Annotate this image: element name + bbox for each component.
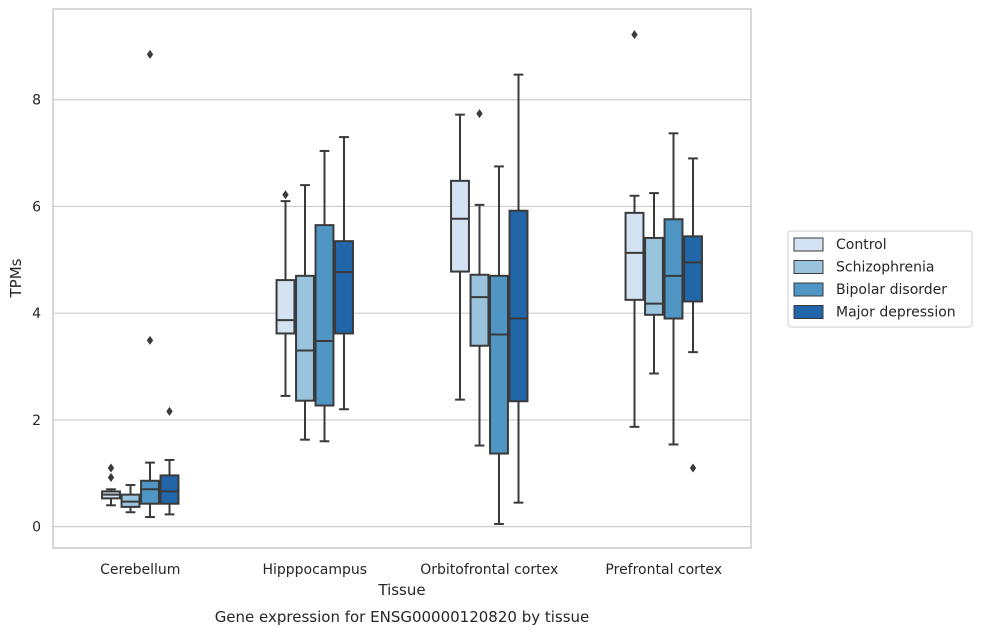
plot-frame (52, 8, 752, 549)
box-2-0 (140, 49, 160, 519)
outlier-point (107, 473, 115, 483)
legend-frame (787, 230, 973, 328)
box-3-3 (683, 157, 703, 473)
box-0-0 (101, 463, 121, 507)
box-1-3 (644, 192, 664, 375)
box-rect (450, 179, 470, 273)
y-tick-label: 8 (32, 93, 41, 109)
box-rect (334, 240, 354, 335)
box-3-0 (159, 406, 180, 516)
x-tick-label: Orbitofrontal cortex (420, 562, 558, 578)
outlier-point (282, 190, 289, 200)
box-2-1 (314, 149, 335, 443)
box-0-3 (624, 30, 645, 428)
box-1-0 (120, 484, 141, 514)
legend-label: Schizophrenia (836, 260, 934, 276)
box-rect (489, 274, 509, 455)
box-0-1 (275, 190, 296, 397)
box-rect (663, 218, 684, 320)
outlier-point (107, 463, 115, 473)
box-rect (469, 273, 490, 347)
y-tick-label: 4 (32, 306, 41, 322)
outlier-point (146, 335, 154, 345)
box-3-2 (508, 73, 529, 504)
box-rect (295, 274, 315, 402)
box-2-3 (663, 132, 684, 446)
legend-label: Control (836, 237, 887, 253)
x-tick-labels: Cerebellum Hipppocampus Orbitofrontal cort… (100, 562, 722, 578)
legend-swatch (793, 282, 824, 297)
legend-label: Major depression (836, 305, 956, 321)
box-rect (314, 224, 335, 407)
y-tick-labels: 0 2 4 6 8 (32, 93, 41, 536)
x-axis-label: Tissue (377, 581, 425, 599)
box-rect (275, 279, 296, 335)
x-tick-label: Cerebellum (100, 562, 180, 578)
legend-swatch (793, 260, 824, 274)
box-rect (624, 211, 645, 301)
box-1-1 (295, 184, 315, 441)
chart-caption: Gene expression for ENSG00000120820 by t… (215, 608, 590, 626)
y-tick-label: 0 (32, 520, 41, 536)
y-tick-label: 6 (32, 199, 41, 215)
legend-swatch (793, 237, 824, 252)
legend: Control Schizophrenia Bipolar disorder Majo… (787, 230, 973, 328)
box-rect (683, 235, 703, 303)
box-rect (159, 474, 180, 505)
box-2-2 (489, 165, 509, 525)
outlier-point (476, 109, 483, 119)
box-rect (140, 479, 160, 505)
x-tick-label: Prefrontal cortex (605, 562, 722, 578)
box-plots (101, 30, 703, 525)
y-tick-label: 2 (32, 413, 41, 429)
legend-label: Bipolar disorder (836, 282, 947, 298)
box-rect (508, 209, 529, 403)
y-axis-label: TPMs (7, 258, 25, 298)
outlier-point (166, 406, 173, 416)
box-1-2 (469, 109, 490, 447)
outlier-point (631, 30, 638, 40)
outlier-point (146, 49, 154, 59)
x-tick-label: Hipppocampus (262, 562, 367, 578)
box-0-2 (450, 113, 470, 401)
legend-swatch (793, 305, 824, 319)
box-3-1 (334, 136, 354, 411)
outlier-point (689, 463, 697, 473)
box-rect (644, 236, 664, 316)
